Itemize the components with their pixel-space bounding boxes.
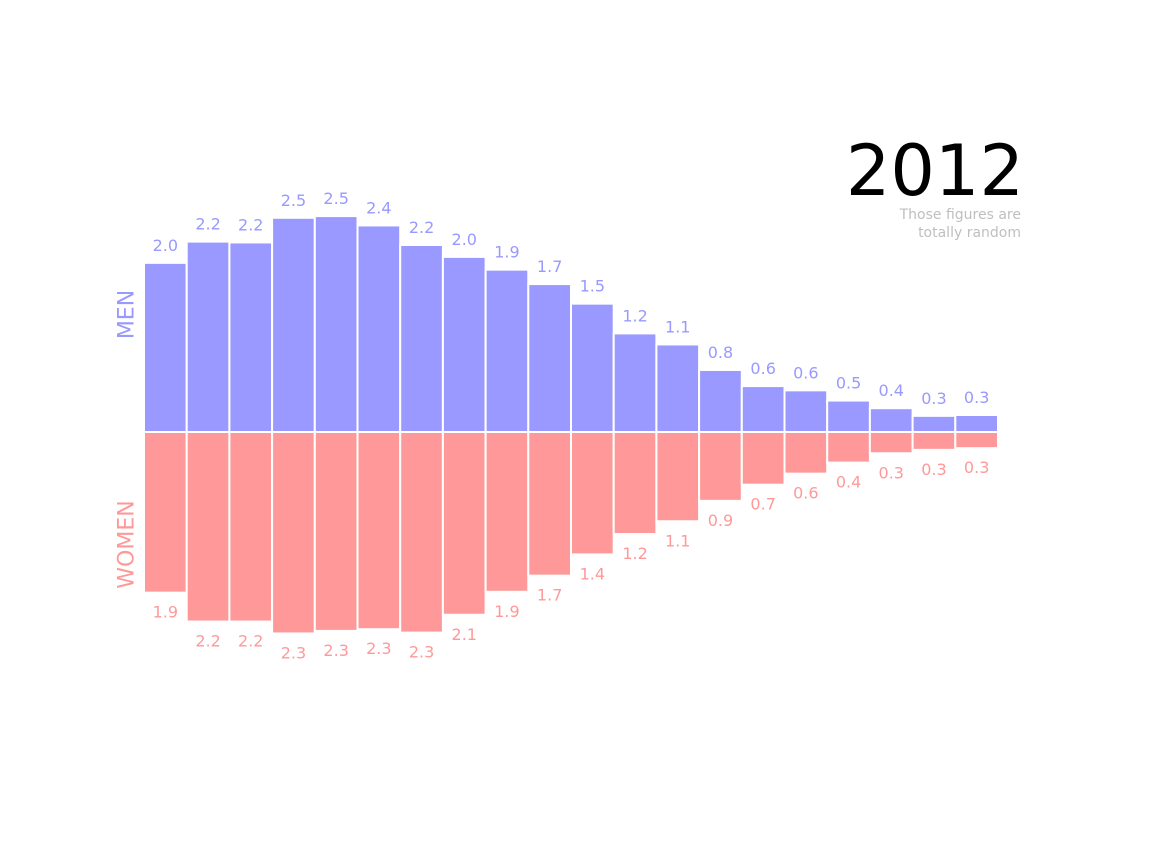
women-value-label: 2.2: [195, 632, 220, 651]
women-bar: [911, 431, 957, 451]
women-bar: [954, 431, 999, 450]
men-bar: [612, 332, 658, 433]
women-value-label: 0.3: [964, 458, 989, 477]
men-series-label: MEN: [114, 289, 140, 340]
women-series-label: WOMEN: [114, 500, 140, 589]
men-bar: [868, 407, 914, 434]
men-value-label: 2.2: [409, 218, 434, 237]
men-value-label: 2.0: [452, 230, 477, 249]
men-value-label: 1.9: [494, 243, 519, 262]
women-value-label: 1.1: [665, 531, 690, 550]
women-bar: [441, 431, 487, 616]
women-bar: [783, 431, 829, 475]
men-value-label: 1.2: [622, 306, 647, 325]
women-value-label: 1.9: [494, 602, 519, 621]
women-value-label: 2.3: [409, 643, 434, 662]
women-bar: [313, 431, 359, 632]
women-value-label: 1.4: [580, 564, 605, 583]
men-value-label: 0.3: [964, 388, 989, 407]
women-bar: [826, 431, 871, 464]
women-value-label: 2.2: [238, 632, 263, 651]
men-bar: [740, 385, 786, 434]
women-bar: [740, 431, 786, 486]
chart-note-line-1: Those figures are: [899, 207, 1021, 223]
men-value-label: 0.3: [921, 389, 946, 408]
women-bar: [356, 431, 402, 631]
men-value-label: 0.8: [708, 343, 733, 362]
chart-year-title: 2012: [845, 130, 1024, 212]
men-value-label: 2.0: [153, 236, 178, 255]
women-value-label: 0.9: [708, 511, 733, 530]
women-value-label: 0.4: [836, 473, 861, 492]
men-bar: [783, 389, 829, 434]
women-bar: [655, 431, 701, 523]
women-value-label: 2.3: [281, 643, 306, 662]
men-bar: [356, 224, 402, 433]
women-value-label: 1.2: [622, 544, 647, 563]
women-value-label: 0.6: [793, 484, 818, 503]
women-value-label: 2.3: [366, 639, 391, 658]
women-bar: [399, 431, 444, 634]
men-value-label: 0.6: [750, 359, 775, 378]
men-bar: [527, 283, 572, 433]
women-value-label: 1.9: [153, 603, 178, 622]
men-value-label: 1.1: [665, 317, 690, 336]
men-bar: [228, 241, 274, 433]
women-bar: [143, 431, 188, 594]
men-bar: [911, 414, 957, 434]
women-bar: [271, 431, 316, 635]
men-bar: [570, 302, 615, 433]
men-value-label: 2.2: [238, 215, 263, 234]
men-bar: [441, 255, 487, 433]
men-bar: [185, 240, 231, 433]
women-bar: [698, 431, 743, 502]
women-bar: [570, 431, 615, 556]
women-bar: [484, 431, 530, 593]
men-bar: [698, 368, 743, 434]
women-bar: [185, 431, 231, 623]
men-bar: [826, 399, 871, 433]
men-bar: [313, 215, 359, 433]
women-value-label: 0.7: [750, 495, 775, 514]
chart-note: Those figures are totally random: [801, 206, 1021, 242]
women-bar: [228, 431, 274, 623]
men-value-label: 2.4: [366, 198, 391, 217]
chart-note-line-2: totally random: [918, 225, 1021, 241]
women-bar: [868, 431, 914, 455]
men-value-label: 2.5: [281, 191, 306, 210]
men-bar: [484, 268, 530, 433]
men-bar: [143, 261, 188, 433]
men-value-label: 1.5: [580, 277, 605, 296]
women-value-label: 2.1: [452, 625, 477, 644]
women-value-label: 0.3: [879, 463, 904, 482]
men-value-label: 0.4: [879, 381, 904, 400]
women-value-label: 0.3: [921, 460, 946, 479]
men-value-label: 0.6: [793, 363, 818, 382]
women-bar: [612, 431, 658, 535]
women-value-label: 2.3: [323, 641, 348, 660]
men-bar: [271, 216, 316, 433]
men-value-label: 2.5: [323, 189, 348, 208]
men-bar: [954, 414, 999, 433]
men-bar: [399, 244, 444, 433]
men-value-label: 2.2: [195, 215, 220, 234]
women-value-label: 1.7: [537, 586, 562, 605]
women-bar: [527, 431, 572, 577]
men-value-label: 1.7: [537, 257, 562, 276]
men-value-label: 0.5: [836, 374, 861, 393]
men-bar: [655, 343, 701, 434]
